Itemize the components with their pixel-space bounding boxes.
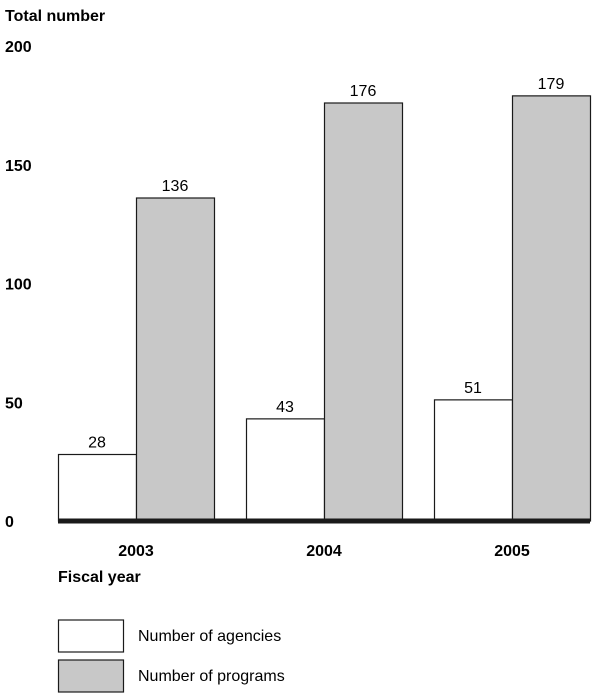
data-label: 51 (464, 380, 482, 397)
bar-agencies-2003 (57, 453, 138, 522)
x-tick-label: 2003 (118, 543, 154, 560)
bar-programs-2003 (135, 197, 216, 522)
x-tick-label: 2004 (306, 543, 342, 560)
y-tick-label: 100 (5, 277, 32, 294)
legend-swatch (57, 619, 125, 653)
data-label: 28 (88, 435, 106, 452)
bar-programs-2005 (511, 95, 592, 522)
legend-label: Number of agencies (138, 628, 281, 645)
y-tick-label: 200 (5, 39, 32, 56)
bar-agencies-2004 (245, 418, 326, 522)
y-axis-ticks: 0 50 100 150 200 (5, 39, 32, 531)
value-labels: 28 136 43 176 51 179 (88, 76, 564, 452)
bar-programs-2004 (323, 102, 404, 522)
data-label: 43 (276, 399, 294, 416)
legend: Number of agencies Number of programs (57, 619, 285, 693)
bar-agencies-2005 (433, 399, 514, 522)
legend-swatch (57, 659, 125, 693)
y-tick-label: 0 (5, 514, 14, 531)
data-label: 136 (162, 178, 189, 195)
legend-label: Number of programs (138, 668, 285, 685)
y-axis-title: Total number (5, 8, 105, 25)
x-axis-title: Fiscal year (58, 569, 141, 586)
bars (57, 95, 592, 522)
x-axis-tick-labels: 2003 2004 2005 (118, 543, 530, 560)
x-tick-label: 2005 (494, 543, 530, 560)
y-tick-label: 50 (5, 395, 23, 412)
data-label: 176 (350, 83, 377, 100)
y-tick-label: 150 (5, 158, 32, 175)
data-label: 179 (538, 76, 565, 93)
